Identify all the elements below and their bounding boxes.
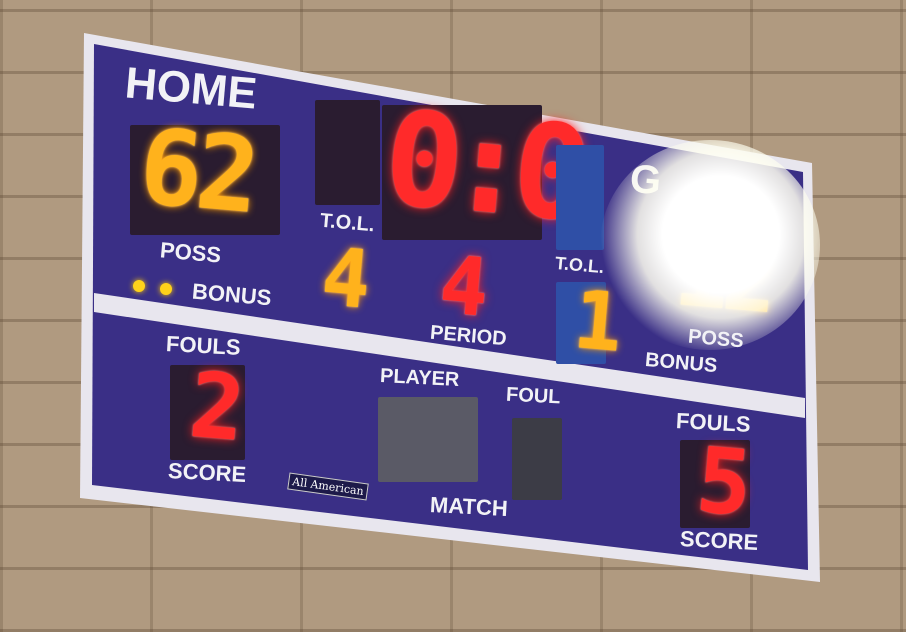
light-glare [600,140,820,350]
home-score-label: SCORE [167,457,247,488]
home-bonus-light [160,283,172,295]
guest-fouls-cell [680,440,750,528]
home-fouls: 2 [185,352,249,463]
match-label: MATCH [429,491,509,522]
home-tol-cell [315,100,380,205]
player-number-cell [378,397,478,482]
home-fouls-cell [170,365,245,460]
player-label: PLAYER [379,364,460,392]
home-bonus-light [133,280,145,292]
guest-tol-cell [556,282,606,364]
guest-poss-label: POSS [687,325,745,353]
guest-score-label: SCORE [679,525,759,556]
home-score: 62 [134,105,259,237]
clock-cell [382,105,542,240]
guest-fouls: 5 [692,427,756,538]
game-clock: 0:0 [378,81,585,251]
home-tol: 4 [318,230,375,327]
period-value: 4 [436,238,493,335]
foul-number-cell [512,418,562,500]
home-poss-label: POSS [159,237,223,268]
foul-label: FOUL [505,383,562,409]
home-score-cell [130,125,280,235]
guest-tol-cell [556,145,604,250]
